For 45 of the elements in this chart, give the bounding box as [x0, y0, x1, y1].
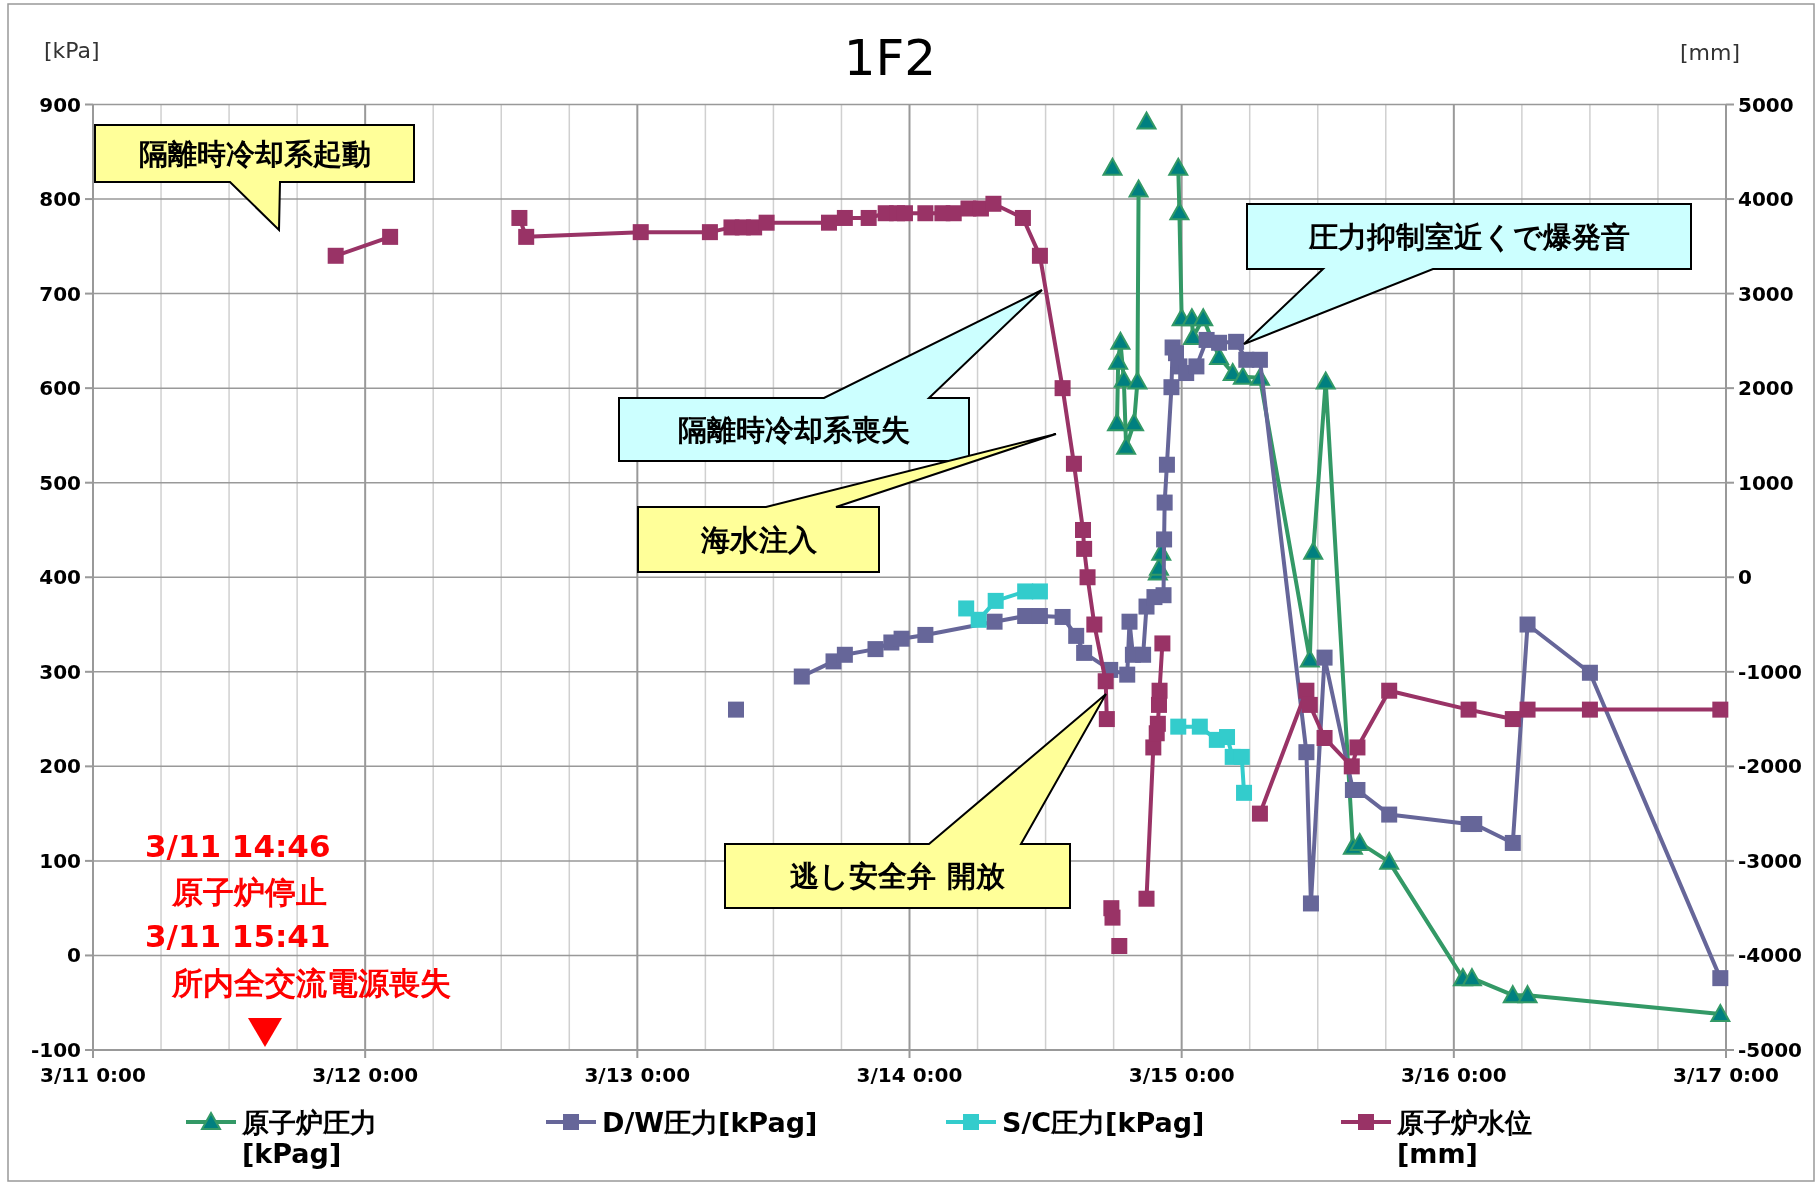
- y-tick-label: 200: [39, 754, 81, 779]
- annotation: 圧力抑制室近くで爆発音: [1307, 219, 1630, 254]
- y-tick-label: 600: [39, 376, 81, 401]
- x-tick-label: 3/13 0:00: [584, 1063, 691, 1087]
- legend-label: S/C圧力[kPag]: [1002, 1106, 1205, 1138]
- chart-title: 1F2: [843, 29, 937, 87]
- annotation: 3/11 15:41: [145, 918, 331, 954]
- y2-tick-label: 0: [1738, 565, 1752, 590]
- y-tick-label: 0: [67, 943, 81, 968]
- y-tick-label: 700: [39, 281, 81, 306]
- y2-tick-label: -3000: [1738, 848, 1802, 873]
- legend-label: 原子炉圧力 [kPag]: [241, 1106, 377, 1169]
- x-tick-label: 3/12 0:00: [312, 1063, 419, 1087]
- y2-tick-label: 3000: [1738, 281, 1794, 306]
- x-tick-label: 3/15 0:00: [1128, 1063, 1235, 1087]
- y2-tick-label: -4000: [1738, 943, 1802, 968]
- y-tick-label: -100: [30, 1038, 81, 1062]
- x-tick-label: 3/14 0:00: [856, 1063, 963, 1087]
- y-tick-label: 400: [39, 565, 81, 590]
- y2-tick-label: -1000: [1738, 659, 1802, 684]
- y-tick-label: 100: [39, 848, 81, 873]
- legend-label: 原子炉水位 [mm]: [1396, 1106, 1532, 1169]
- annotation: 所内全交流電源喪失: [171, 965, 451, 1001]
- legend-label: D/W圧力[kPag]: [602, 1106, 818, 1138]
- annotation: 3/11 14:46: [145, 828, 331, 864]
- y2-tick-label: 1000: [1738, 470, 1794, 495]
- annotation: 海水注入: [699, 522, 818, 557]
- y2-tick-label: 5000: [1738, 92, 1794, 117]
- y2-tick-label: 4000: [1738, 187, 1794, 212]
- y-tick-label: 900: [39, 92, 81, 117]
- y-tick-label: 300: [39, 659, 81, 684]
- y2-tick-label: -2000: [1738, 754, 1802, 779]
- y2-tick-label: 2000: [1738, 376, 1794, 401]
- annotation: 隔離時冷却系喪失: [678, 412, 910, 447]
- annotation: 逃し安全弁 開放: [790, 859, 1006, 894]
- y2-tick-label: -5000: [1738, 1038, 1802, 1062]
- annotation: 隔離時冷却系起動: [138, 136, 371, 171]
- annotation: 原子炉停止: [171, 874, 327, 910]
- x-tick-label: 3/11 0:00: [40, 1063, 146, 1087]
- y-axis-title: [kPa]: [44, 38, 100, 63]
- x-tick-label: 3/17 0:00: [1673, 1063, 1779, 1087]
- y-tick-label: 500: [39, 470, 81, 495]
- y-tick-label: 800: [39, 187, 81, 212]
- x-tick-label: 3/16 0:00: [1400, 1063, 1507, 1087]
- y2-axis-title: [mm]: [1679, 40, 1740, 65]
